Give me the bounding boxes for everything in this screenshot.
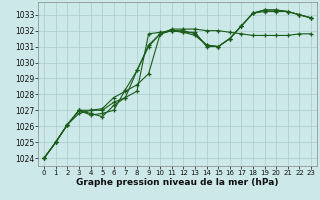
X-axis label: Graphe pression niveau de la mer (hPa): Graphe pression niveau de la mer (hPa) xyxy=(76,178,279,187)
